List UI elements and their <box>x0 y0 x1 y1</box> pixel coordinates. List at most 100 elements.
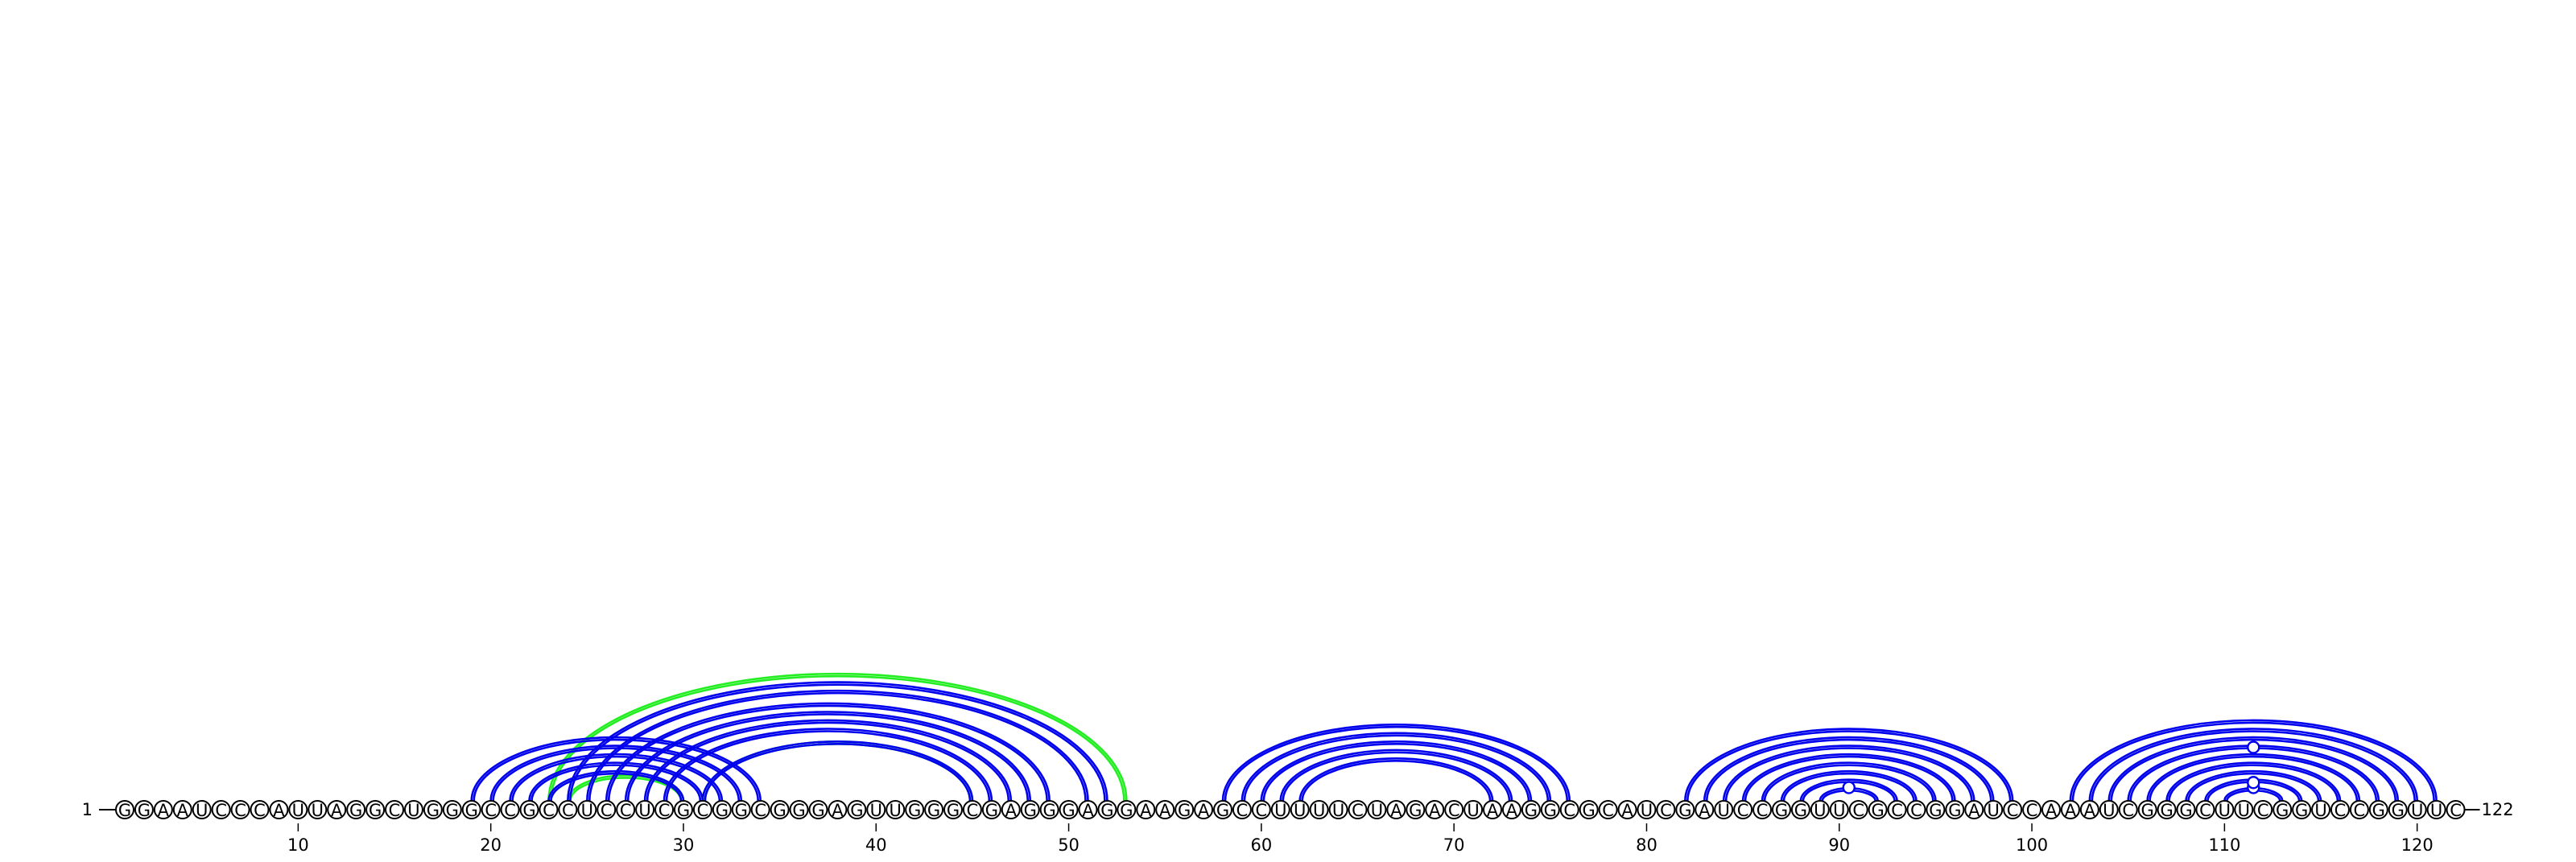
nucleotide-2: G <box>134 800 154 820</box>
nucleotide-circle <box>2041 800 2061 819</box>
nucleotide-circle <box>1020 800 1040 819</box>
nucleotide-letter: U <box>2219 801 2231 820</box>
end-position-label: 122 <box>2482 800 2514 819</box>
nucleotide-letter: C <box>967 801 979 820</box>
nucleotide-circle <box>558 800 578 819</box>
nucleotide-circle <box>1444 800 1464 819</box>
nucleotide-41: U <box>886 800 906 820</box>
nucleotide-letter: G <box>1525 801 1538 820</box>
pair-markers <box>1842 740 2260 794</box>
nucleotide-90: U <box>1829 800 1849 820</box>
nucleotide-18: G <box>442 800 462 820</box>
nucleotide-letter: U <box>2103 801 2115 820</box>
primary-pair-arc-inner-26-49 <box>607 704 1048 802</box>
nucleotide-88: G <box>1790 800 1810 820</box>
nucleotide-36: G <box>789 800 809 820</box>
nucleotide-letter: A <box>1621 801 1633 820</box>
nucleotide-29: C <box>654 800 675 820</box>
nucleotide-122: C <box>2446 800 2466 820</box>
nucleotide-75: G <box>1540 800 1560 820</box>
nucleotide-letter: A <box>1005 801 1018 820</box>
nucleotide-letter: A <box>2065 801 2077 820</box>
nucleotide-49: G <box>1039 800 1059 820</box>
nucleotide-letter: G <box>2392 801 2405 820</box>
primary-pair-arc-inner-28-47 <box>646 721 1010 802</box>
nucleotide-57: A <box>1194 800 1214 820</box>
nucleotide-letter: G <box>1929 801 1942 820</box>
primary-pair-arc-21-32 <box>509 753 724 802</box>
nucleotide-47: A <box>1001 800 1021 820</box>
nucleotide-letter: C <box>1660 801 1672 820</box>
nucleotide-27: C <box>616 800 636 820</box>
nucleotide-43: G <box>924 800 944 820</box>
nucleotide-letter: U <box>312 801 324 820</box>
nucleotide-letter: U <box>1467 801 1479 820</box>
nucleotide-letter: C <box>601 801 613 820</box>
nucleotide-circle <box>673 800 693 819</box>
primary-pair-arc-104-119 <box>2107 736 2400 802</box>
nucleotide-letter: A <box>1506 801 1518 820</box>
primary-pair-arc-inner-22-31 <box>530 764 702 802</box>
nucleotide-letter: G <box>427 801 440 820</box>
nucleotide-letter: G <box>677 801 690 820</box>
nucleotide-circle <box>1675 800 1695 819</box>
nucleotide-circle <box>2137 800 2157 819</box>
nucleotide-letter: G <box>1544 801 1557 820</box>
primary-pair-arc-103-120 <box>2088 728 2418 802</box>
nucleotide-letter: G <box>1409 801 1422 820</box>
nucleotide-25: U <box>577 800 597 820</box>
primary-pair-arc-82-99 <box>1684 728 2014 802</box>
nucleotide-circle <box>808 800 828 819</box>
nucleotide-letter: G <box>1583 801 1596 820</box>
primary-pair-arc-20-33 <box>489 744 743 802</box>
nucleotide-letter: C <box>504 801 516 820</box>
nucleotide-letter: C <box>1352 801 1364 820</box>
nucleotide-letter: G <box>1775 801 1788 820</box>
nucleotide-circle <box>1348 800 1368 819</box>
nucleotide-letter: C <box>2026 801 2038 820</box>
nucleotide-letter: C <box>1256 801 1268 820</box>
nucleotide-38: A <box>828 800 848 820</box>
nucleotide-circle <box>1540 800 1560 819</box>
nucleotide-letter: U <box>292 801 304 820</box>
nucleotide-letter: G <box>1871 801 1884 820</box>
tick-label-120: 120 <box>2401 835 2434 855</box>
nucleotide-letter: G <box>1042 801 1055 820</box>
nucleotide-80: U <box>1637 800 1657 820</box>
start-position-label: 1 <box>82 800 93 819</box>
nucleotide-letter: G <box>1062 801 1075 820</box>
nucleotide-letter: A <box>273 801 285 820</box>
nucleotide-letter: A <box>1140 801 1152 820</box>
nucleotide-30: G <box>673 800 693 820</box>
sequence-backbone: 1 122 <box>82 800 2514 819</box>
nucleotide-91: C <box>1848 800 1868 820</box>
primary-pair-arc-28-47 <box>643 719 1013 802</box>
primary-pair-arc-inner-24-52 <box>569 683 1106 802</box>
nucleotide-circle <box>1984 800 2004 819</box>
nucleotide-67: A <box>1386 800 1406 820</box>
nucleotide-letter: C <box>1563 801 1575 820</box>
primary-pair-arc-59-75 <box>1241 732 1552 802</box>
primary-pair-arc-inner-27-48 <box>626 713 1030 802</box>
nucleotide-letter: A <box>1968 801 1980 820</box>
nucleotide-63: U <box>1309 800 1329 820</box>
nucleotide-circle <box>2446 800 2466 819</box>
nucleotide-98: U <box>1984 800 2004 820</box>
nucleotide-circle <box>1309 800 1329 819</box>
nucleotide-letter: U <box>2430 801 2442 820</box>
nucleotide-circle <box>2349 800 2369 819</box>
nucleotide-circle <box>2099 800 2119 819</box>
primary-pair-arc-62-72 <box>1298 757 1494 802</box>
nucleotide-letter: G <box>446 801 459 820</box>
nucleotide-letter: C <box>1891 801 1903 820</box>
nucleotide-19: G <box>461 800 481 820</box>
nucleotide-letter: A <box>1390 801 1402 820</box>
nucleotide-circle <box>1039 800 1059 819</box>
primary-pair-arc-inner-31-45 <box>704 743 972 802</box>
nucleotide-letter: U <box>1641 801 1653 820</box>
primary-pair-arc-inner-61-73 <box>1282 751 1511 802</box>
nucleotide-circle <box>327 800 347 819</box>
nucleotide-circle <box>2118 800 2138 819</box>
nucleotide-120: U <box>2407 800 2427 820</box>
nucleotide-circle <box>115 800 134 819</box>
